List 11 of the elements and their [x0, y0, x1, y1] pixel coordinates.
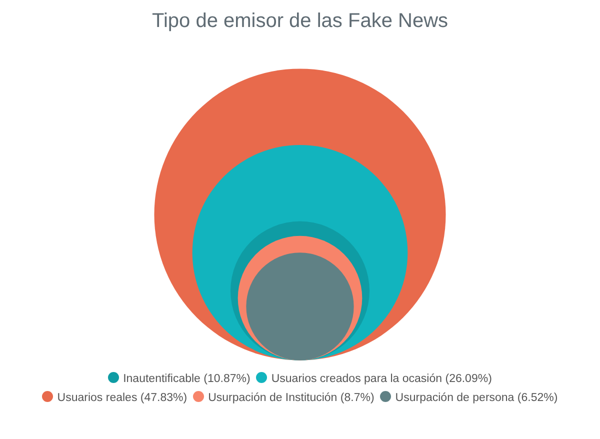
- text: Tipo de emisor de las Fake News: [152, 10, 448, 32]
- category-label: Usurpación de Institución: [208, 392, 338, 404]
- category-label: Inautentificable: [123, 373, 200, 385]
- data-label: (47.83%): [140, 392, 188, 404]
- data-label: (6.52%): [517, 392, 558, 404]
- data-label: (26.09%): [445, 373, 492, 385]
- category-label: Usuarios creados para la ocasión: [271, 373, 442, 385]
- category-label: Usurpación de persona: [395, 392, 514, 404]
- data-label: (8.7%): [340, 392, 374, 404]
- category-label: Usuarios reales: [57, 392, 138, 404]
- data-label: (10.87%): [204, 373, 250, 385]
